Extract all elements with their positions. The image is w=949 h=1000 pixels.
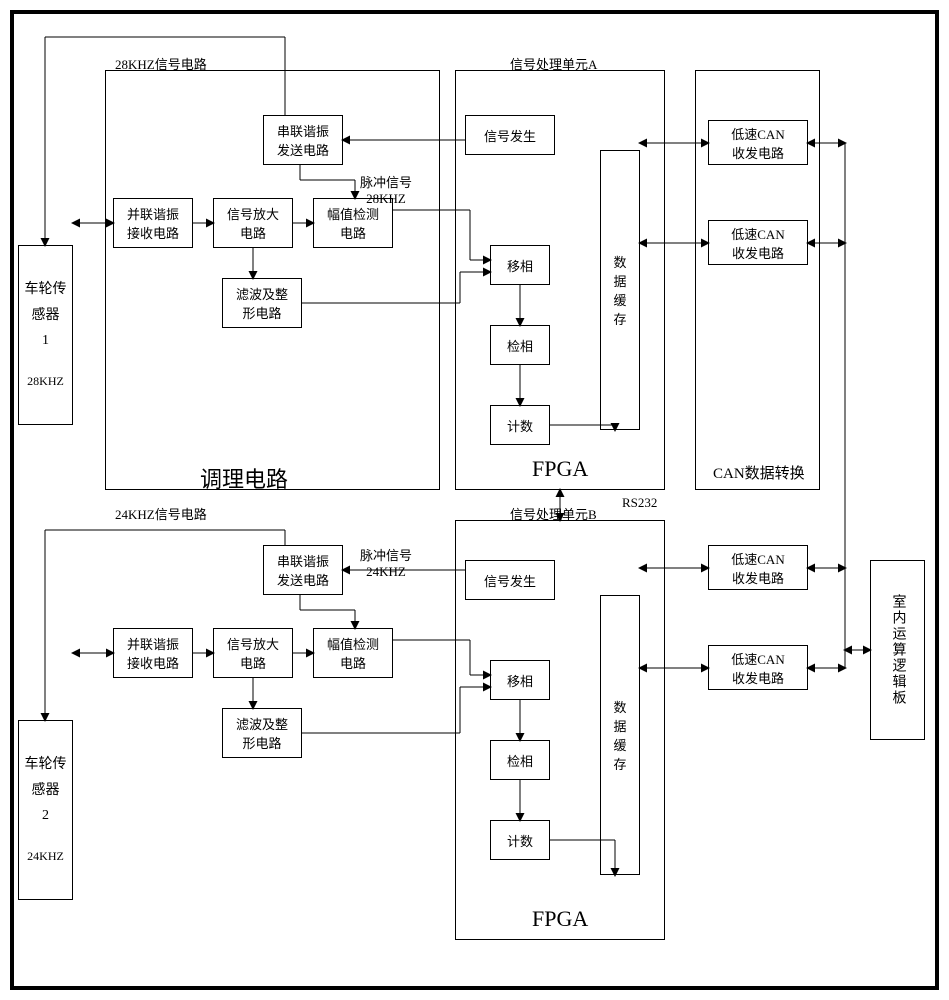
indoor-logic-board: 室内运算逻辑板 — [870, 560, 925, 740]
count-a: 计数 — [490, 405, 550, 445]
buffer-a: 数 据 缓 存 — [600, 150, 640, 430]
amp-a: 信号放大 电路 — [213, 198, 293, 248]
phase-shift-a: 移相 — [490, 245, 550, 285]
sensor1-l3: 1 — [42, 328, 49, 353]
can-tx-1: 低速CAN 收发电路 — [708, 120, 808, 165]
sensor1-freq: 28KHZ — [27, 371, 64, 393]
parallel-resonance-a: 并联谐振 接收电路 — [113, 198, 193, 248]
pulse-a-label: 脉冲信号 28KHZ — [360, 172, 412, 207]
wheel-sensor-1: 车轮传 感器 1 28KHZ — [18, 245, 73, 425]
phase-detect-a: 检相 — [490, 325, 550, 365]
filter-b: 滤波及整 形电路 — [222, 708, 302, 758]
conditioning-24khz-label: 24KHZ信号电路 — [115, 504, 207, 523]
sensor2-freq: 24KHZ — [27, 846, 64, 868]
sig-gen-b: 信号发生 — [465, 560, 555, 600]
fpga-a-title: FPGA — [532, 456, 588, 482]
buffer-b: 数 据 缓 存 — [600, 595, 640, 875]
rs232-label: RS232 — [622, 495, 657, 511]
sensor1-l2: 感器 — [32, 303, 60, 328]
serial-resonance-b: 串联谐振 发送电路 — [263, 545, 343, 595]
sensor2-l2: 感器 — [32, 778, 60, 803]
sensor2-l1: 车轮传 — [25, 752, 67, 777]
can-title: CAN数据转换 — [713, 462, 805, 483]
amplitude-b: 幅值检测 电路 — [313, 628, 393, 678]
can-tx-4: 低速CAN 收发电路 — [708, 645, 808, 690]
sensor2-l3: 2 — [42, 803, 49, 828]
amp-b: 信号放大 电路 — [213, 628, 293, 678]
pulse-b-label: 脉冲信号 24KHZ — [360, 545, 412, 580]
serial-resonance-a: 串联谐振 发送电路 — [263, 115, 343, 165]
parallel-resonance-b: 并联谐振 接收电路 — [113, 628, 193, 678]
unit-a-label: 信号处理单元A — [510, 54, 597, 73]
unit-b-label: 信号处理单元B — [510, 504, 597, 523]
conditioning-title: 调理电路 — [200, 462, 288, 494]
sig-gen-a: 信号发生 — [465, 115, 555, 155]
logic-board-text: 室内运算逻辑板 — [888, 594, 908, 706]
can-tx-2: 低速CAN 收发电路 — [708, 220, 808, 265]
can-tx-3: 低速CAN 收发电路 — [708, 545, 808, 590]
sensor1-l1: 车轮传 — [25, 277, 67, 302]
phase-detect-b: 检相 — [490, 740, 550, 780]
conditioning-28khz-label: 28KHZ信号电路 — [115, 54, 207, 73]
phase-shift-b: 移相 — [490, 660, 550, 700]
fpga-b-title: FPGA — [532, 906, 588, 932]
count-b: 计数 — [490, 820, 550, 860]
filter-a: 滤波及整 形电路 — [222, 278, 302, 328]
wheel-sensor-2: 车轮传 感器 2 24KHZ — [18, 720, 73, 900]
